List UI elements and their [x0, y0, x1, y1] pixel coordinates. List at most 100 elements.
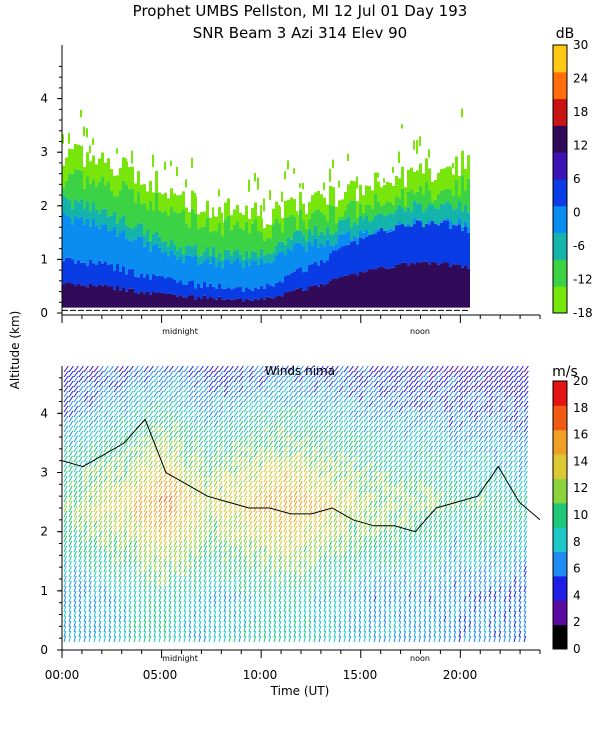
wind-barb [258, 510, 263, 518]
wind-barb [188, 420, 194, 428]
snr-cell [284, 200, 287, 218]
wind-barb [283, 455, 288, 463]
wind-barb [393, 570, 397, 578]
wind-barb [148, 530, 153, 538]
snr-cell [86, 128, 88, 138]
wind-barb [283, 495, 288, 503]
wind-barb [283, 540, 288, 548]
wind-barb [63, 365, 69, 373]
wind-barb [113, 415, 119, 423]
snr-cell [302, 290, 305, 308]
wind-barb [103, 420, 109, 428]
snr-cell [386, 232, 389, 269]
wind-barb [63, 550, 67, 558]
wind-barb [193, 435, 199, 443]
wind-barb [428, 475, 433, 483]
snr-cell [254, 298, 257, 308]
snr-cell [62, 284, 65, 308]
wind-barb [98, 505, 103, 513]
wind-barb [278, 590, 282, 598]
snr-cell [275, 201, 278, 219]
wind-barb [293, 500, 298, 508]
wind-barb [283, 365, 289, 373]
wind-barb [298, 635, 302, 643]
wind-barb [163, 635, 167, 643]
snr-cell [182, 297, 185, 308]
snr-cell [248, 179, 250, 192]
wind-barb [183, 585, 187, 593]
wind-barb [118, 605, 122, 613]
wind-barb [93, 405, 99, 413]
wind-barb [233, 540, 238, 548]
wind-barb [118, 630, 122, 638]
wind-barb [328, 570, 332, 578]
wind-barb [388, 430, 394, 438]
wind-barb [278, 395, 284, 403]
wind-barb [213, 385, 219, 393]
wind-barb [313, 635, 317, 643]
wind-barb [418, 505, 423, 513]
wind-barb [203, 415, 209, 423]
wind-barb [343, 510, 348, 518]
wind-barb [283, 605, 287, 613]
snr-cell [305, 240, 308, 252]
wind-barb [333, 625, 337, 633]
wind-barb [263, 385, 269, 393]
snr-cell [218, 207, 221, 223]
wind-barb [93, 450, 98, 458]
wind-barb [313, 595, 317, 603]
wind-barb [358, 620, 362, 628]
wind-barb [338, 435, 344, 443]
wind-barb [163, 365, 169, 373]
snr-cell [377, 228, 380, 232]
wind-barb [328, 365, 334, 373]
wind-barb [368, 420, 374, 428]
wind-barb [248, 605, 252, 613]
wind-barb [128, 525, 133, 533]
wind-barb [148, 515, 153, 523]
wind-barb [163, 420, 169, 428]
wind-barb [203, 500, 208, 508]
wind-barb [418, 490, 423, 498]
wind-barb [423, 475, 428, 483]
wind-barb [233, 380, 239, 388]
wind-barb [208, 560, 212, 568]
wind-barb [208, 595, 212, 603]
wind-barb [63, 375, 69, 383]
wind-barb [228, 475, 233, 483]
wind-barb [393, 380, 399, 388]
wind-barb [328, 385, 334, 393]
wind-barb [148, 395, 154, 403]
snr-cell [467, 178, 470, 213]
wind-barb [188, 605, 192, 613]
wind-barb [303, 545, 308, 553]
wind-barb [113, 465, 118, 473]
wind-barb [358, 475, 363, 483]
snr-cell [377, 213, 380, 229]
wind-barb [348, 580, 352, 588]
wind-barb [258, 515, 263, 523]
wind-barb [318, 495, 323, 503]
wind-barb [353, 385, 359, 393]
wind-barb [83, 630, 87, 638]
wind-barb [93, 630, 97, 638]
wind-barb [263, 475, 268, 483]
wind-barb [378, 580, 382, 588]
wind-barb [83, 510, 88, 518]
wind-barb [98, 455, 103, 463]
wind-barb [328, 560, 332, 568]
wind-barb [118, 365, 124, 373]
wind-barb [383, 455, 388, 463]
wind-barb [218, 635, 222, 643]
wind-barb [413, 565, 417, 573]
wind-barb [333, 415, 339, 423]
wind-barb [203, 365, 209, 373]
wind-barb [403, 590, 407, 598]
wind-barb [228, 460, 233, 468]
wind-barb [323, 380, 329, 388]
wind-barb [398, 600, 402, 608]
wind-barb [388, 435, 394, 443]
wind-barb [328, 390, 334, 398]
wind-barb [173, 580, 177, 588]
wind-barb [373, 485, 378, 493]
